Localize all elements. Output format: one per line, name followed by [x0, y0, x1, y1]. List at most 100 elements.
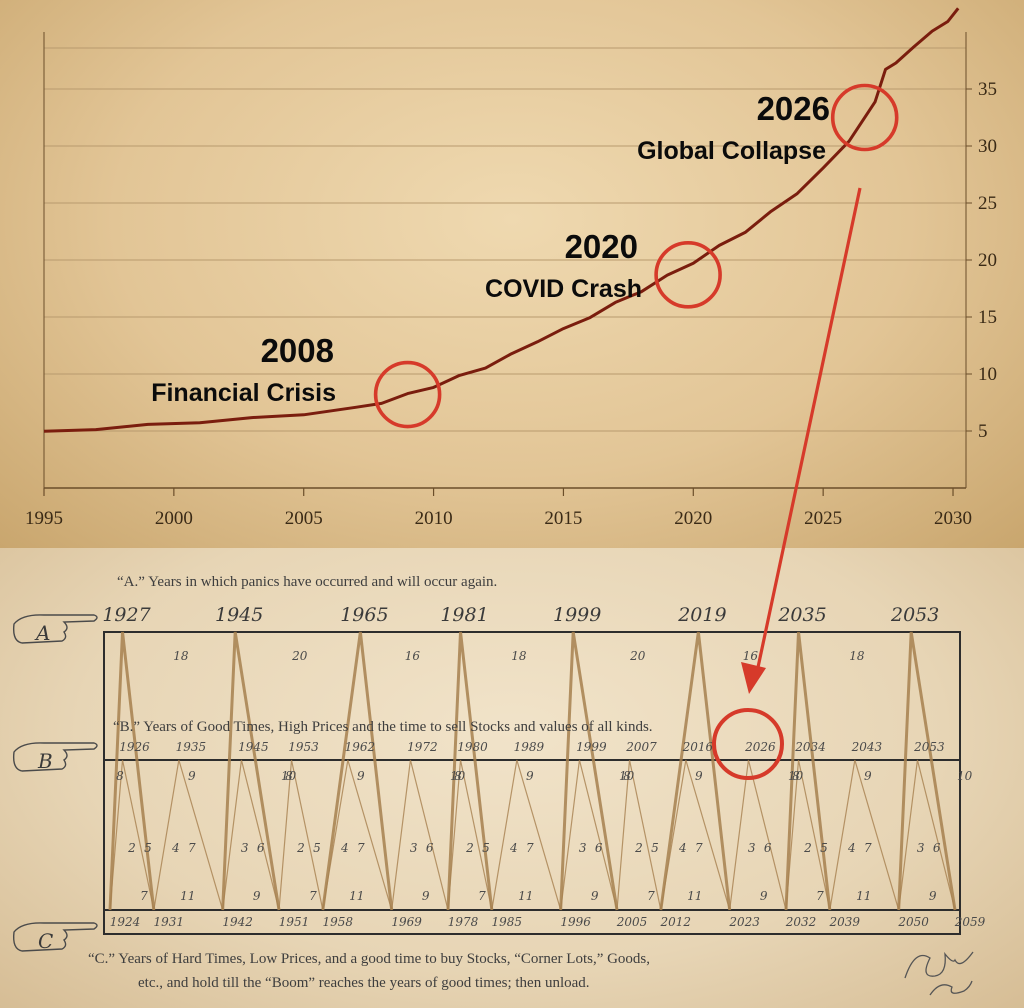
row-b-year: 1980 [457, 740, 488, 754]
row-c-year: 2059 [954, 915, 986, 929]
row-b-mid-number: 2 [465, 841, 474, 855]
row-b-mid-number: 4 [509, 841, 518, 855]
b-cycle-triangle [278, 759, 324, 911]
row-b-bottom-number: 9 [422, 889, 430, 903]
annotation-2026-label: Global Collapse [637, 137, 826, 165]
row-a-interval: 20 [291, 649, 308, 663]
row-b-top-number: 10 [619, 769, 635, 783]
row-b-year: 1989 [514, 740, 545, 754]
x-tick-label: 2020 [674, 508, 712, 529]
y-gridlines [44, 47, 966, 432]
row-c-year: 2023 [728, 915, 760, 929]
a-cycle-triangle [784, 631, 832, 911]
b-cycle-triangle [447, 759, 493, 911]
signature [904, 951, 974, 996]
row-b-letter: B [37, 749, 53, 773]
annotation-2026-year: 2026 [757, 90, 830, 127]
row-b-year: 1926 [119, 740, 150, 754]
row-b-mid-number: 7 [695, 841, 703, 855]
row-a-interval: 16 [743, 649, 759, 663]
row-b-mid-number: 6 [595, 841, 603, 855]
benner-cycle-background [0, 548, 1024, 1008]
row-b-mid-number: 2 [296, 841, 305, 855]
row-b-mid-number: 4 [340, 841, 349, 855]
a-cycle-triangle [446, 631, 494, 911]
row-b-bottom-number: 11 [687, 889, 702, 903]
row-b-bottom-number: 9 [253, 889, 261, 903]
row-c-year: 1969 [391, 915, 422, 929]
row-b-year: 2016 [682, 740, 714, 754]
row-c-year: 2039 [829, 915, 861, 929]
a-cycle-triangle [659, 631, 732, 911]
row-b-year: 2053 [913, 740, 945, 754]
row-b-top-number: 9 [188, 769, 196, 783]
pointing-hand-b-icon: B [12, 742, 98, 773]
row-b-year: 2043 [851, 740, 883, 754]
row-a-interval: 18 [511, 649, 527, 663]
b-cycle-triangle [729, 759, 787, 911]
b-cycle-triangle [391, 759, 449, 911]
a-cycle-triangle [321, 631, 394, 911]
annotation-2020-label: COVID Crash [485, 275, 642, 303]
b-cycle-triangle [560, 759, 618, 911]
row-b-top-number: 10 [788, 769, 804, 783]
row-b-top-number: 8 [454, 769, 462, 783]
row-b-mid-number: 5 [313, 841, 321, 855]
row-b-top-number: 8 [285, 769, 293, 783]
y-tick-label: 5 [978, 421, 988, 442]
b-cycle-triangle [222, 759, 280, 911]
highlight-circle-2026 [712, 708, 784, 780]
row-b-mid-number: 2 [634, 841, 643, 855]
row-b-mid-number: 3 [748, 841, 756, 855]
row-b-year: 2026 [744, 740, 776, 754]
row-b-mid-number: 2 [803, 841, 812, 855]
row-b-year: 1945 [238, 740, 269, 754]
row-a-interval: 16 [405, 649, 421, 663]
row-c-letter: C [38, 929, 53, 953]
x-tick-label: 2015 [544, 508, 582, 529]
row-b-top-number: 9 [864, 769, 872, 783]
a-cycle-triangle [559, 631, 619, 911]
top-chart-background [0, 0, 1024, 548]
row-b-year: 2007 [625, 740, 657, 754]
y-tick-label: 35 [978, 79, 997, 100]
row-b-bottom-number: 11 [856, 889, 871, 903]
row-b-top-number: 10 [281, 769, 297, 783]
row-b-top-number: 9 [526, 769, 534, 783]
x-tick-label: 1995 [25, 508, 63, 529]
row-b-top-number: 9 [695, 769, 703, 783]
row-c-year: 1942 [222, 915, 253, 929]
row-b-mid-number: 7 [864, 841, 872, 855]
x-axis-ticks: 1995 2000 2005 2010 2015 2020 2025 2030 [25, 488, 972, 529]
annotation-2008-label: Financial Crisis [151, 379, 336, 407]
row-a-year: 1999 [553, 604, 601, 626]
row-b-bottom-number: 9 [760, 889, 768, 903]
row-b-year: 1962 [345, 740, 376, 754]
y-tick-label: 25 [978, 193, 997, 214]
b-cycle-triangle [109, 759, 155, 911]
a-cycle-triangle [108, 631, 156, 911]
row-c-caption-line-2: etc., and hold till the “Boom” reaches t… [138, 975, 590, 991]
row-c-year: 2005 [616, 915, 648, 929]
pointing-hand-a-icon: A [12, 614, 98, 645]
b-cycle-triangle [898, 759, 956, 911]
b-cycle-triangle [660, 759, 731, 911]
row-c-year: 1951 [279, 915, 310, 929]
x-tick-label: 2030 [934, 508, 972, 529]
annotation-circles [373, 83, 899, 429]
annotation-circle-2020 [654, 241, 722, 309]
row-a-interval: 20 [629, 649, 646, 663]
a-cycle-triangle [897, 631, 957, 911]
row-b-mid-number: 5 [144, 841, 152, 855]
x-tick-label: 2000 [155, 508, 193, 529]
row-b-year: 1972 [407, 740, 438, 754]
a-cycle-triangle [221, 631, 281, 911]
row-b-bottom-number: 11 [349, 889, 364, 903]
row-b-top-number: 9 [357, 769, 365, 783]
row-c-year: 2050 [897, 915, 929, 929]
row-a-year: 2035 [777, 604, 826, 626]
annotation-2008-year: 2008 [261, 332, 334, 369]
row-a-letter: A [34, 621, 50, 645]
row-b-caption: “B.” Years of Good Times, High Prices an… [113, 719, 653, 735]
